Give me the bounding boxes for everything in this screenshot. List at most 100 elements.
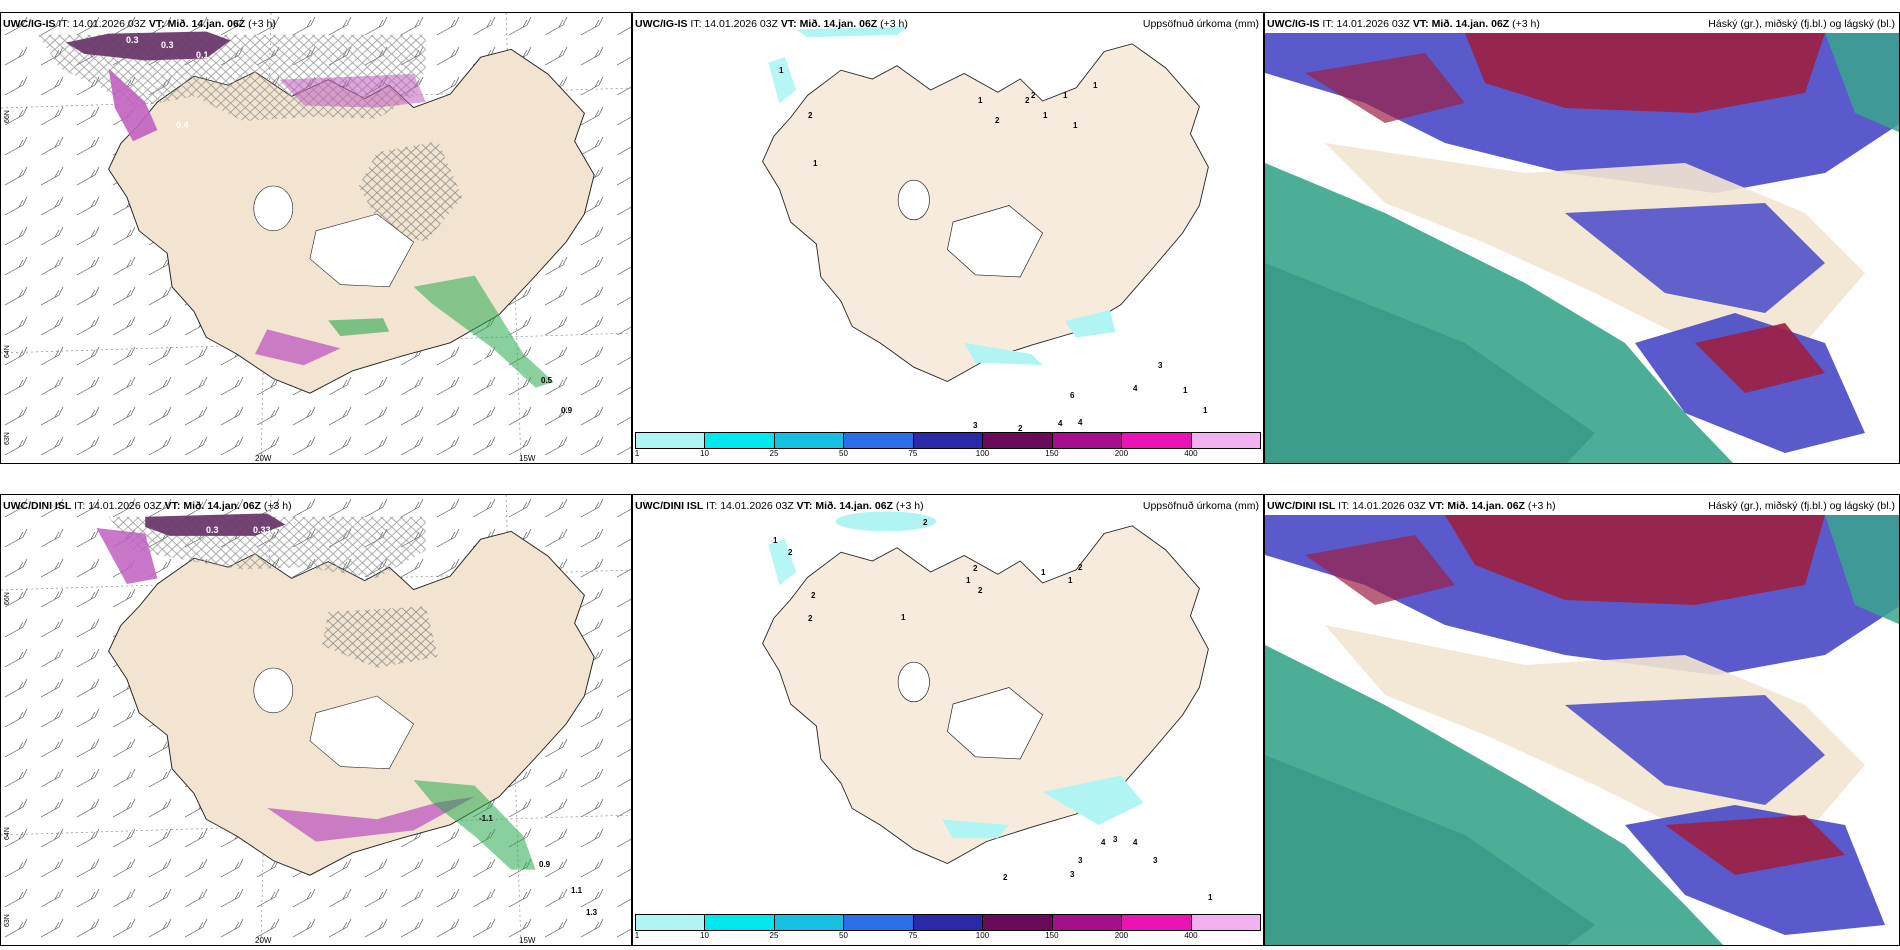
legend-swatch [1122, 433, 1192, 448]
value-label: -1.1 [479, 814, 493, 823]
value-label: 0.3 [126, 35, 139, 45]
legend-label: 25 [769, 931, 779, 940]
precip-value: 2 [808, 111, 813, 120]
wind-precip-map: 0.3 0.33 -1.1 0.9 1.1 1.3 0.5 [1, 495, 631, 945]
precip-value: 1 [966, 576, 971, 585]
precip-value: 1 [779, 66, 784, 75]
legend-bar [635, 914, 1261, 931]
value-label: 0.9 [539, 860, 551, 869]
legend-swatch [1052, 915, 1123, 930]
lon-tick: 15W [519, 454, 536, 463]
precip-map: 1 2 1 1 1 2 2 2 1 1 1 3 4 1 6 1 3 2 4 4 [762, 26, 1209, 433]
value-label: 0.33 [253, 525, 271, 535]
precip-value: 1 [1203, 406, 1208, 415]
precip-value: 6 [1070, 391, 1075, 400]
precip-value: 2 [1031, 91, 1036, 100]
legend-label: 10 [700, 449, 709, 458]
precip-value: 2 [788, 548, 793, 557]
precip-value: 3 [1158, 361, 1163, 370]
legend-label: 400 [1184, 449, 1198, 458]
precip-value: 2 [1078, 563, 1083, 572]
panel-header: UWC/IG-IS IT: 14.01.2026 03Z VT: Mið. 14… [3, 18, 276, 30]
legend-swatch [636, 433, 706, 448]
precip-value: 4 [1101, 838, 1106, 847]
value-label: 0.5 [441, 842, 454, 852]
precip-value: 1 [1093, 81, 1098, 90]
panel-clouds-row2: UWC/DINI ISL IT: 14.01.2026 03Z VT: Mið.… [1264, 494, 1900, 946]
precip-title: Uppsöfnuð úrkoma (mm) [1142, 500, 1259, 512]
precip-value: 2 [995, 116, 1000, 125]
precip-value: 4 [1133, 384, 1138, 393]
value-label: 1.1 [571, 886, 583, 895]
precip-value: 2 [1025, 96, 1030, 105]
precip-value: 2 [808, 614, 813, 623]
precip-value: 3 [1113, 835, 1118, 844]
value-label: 0.5 [541, 376, 553, 385]
legend-swatch [1052, 433, 1123, 448]
lat-tick: 63N [4, 914, 11, 927]
precip-value: 2 [811, 591, 816, 600]
precip-value: 2 [923, 518, 928, 527]
precip-value: 1 [1068, 576, 1073, 585]
precip-values: 1 2 1 1 1 2 2 2 1 1 1 3 4 1 6 1 3 2 4 4 [779, 66, 1208, 433]
legend-label: 200 [1114, 931, 1129, 940]
lat-tick: 66N [4, 592, 11, 605]
precip-value: 3 [1078, 856, 1083, 865]
legend-label: 1 [634, 449, 640, 458]
value-label: 1.3 [586, 908, 598, 917]
legend-label: 150 [1045, 931, 1059, 940]
legend-label: 75 [908, 449, 918, 458]
legend-swatch [705, 433, 775, 448]
cloud-map [1265, 515, 1899, 945]
legend-label: 50 [839, 931, 848, 940]
precip-title: Uppsöfnuð úrkoma (mm) [1142, 18, 1259, 30]
precip-value: 4 [1058, 419, 1063, 428]
legend-swatch [913, 433, 984, 448]
legend-label: 10 [700, 931, 709, 940]
wind-precip-map: 0.3 0.3 0.4 0.5 0.9 0.1 0.3 [1, 13, 631, 463]
panel-header: UWC/IG-IS IT: 14.01.2026 03Z VT: Mið. 14… [635, 18, 908, 30]
legend-swatch [774, 433, 845, 448]
precip-value: 1 [813, 159, 818, 168]
legend-swatch [1122, 915, 1192, 930]
precip-value: 1 [1063, 91, 1068, 100]
legend-swatch [913, 915, 984, 930]
lon-tick: 15W [519, 936, 536, 945]
precip-values: 2 1 2 2 2 2 1 2 1 1 1 2 4 3 4 3 3 3 2 1 [773, 518, 1213, 902]
panel-precip-row1: UWC/IG-IS IT: 14.01.2026 03Z VT: Mið. 14… [632, 12, 1264, 464]
lat-tick: 64N [4, 345, 11, 358]
lat-tick: 64N [4, 827, 11, 840]
panel-precip-row2: UWC/DINI ISL IT: 14.01.2026 03Z VT: Mið.… [632, 494, 1264, 946]
precip-value: 1 [1208, 893, 1213, 902]
panel-header: UWC/DINI ISL IT: 14.01.2026 03Z VT: Mið.… [3, 500, 292, 512]
panel-header: UWC/DINI ISL IT: 14.01.2026 03Z VT: Mið.… [1267, 500, 1556, 512]
precip-map: 2 1 2 2 2 2 1 2 1 1 1 2 4 3 4 3 3 3 2 1 [762, 511, 1213, 902]
lat-tick: 66N [4, 110, 11, 123]
lon-tick: 20W [255, 936, 272, 945]
precip-value: 1 [1041, 568, 1046, 577]
legend-swatch [636, 915, 706, 930]
precip-legend: 1 10 25 50 75 100 150 200 400 [635, 432, 1261, 459]
precip-value: 2 [1018, 424, 1023, 433]
precip-value: 1 [978, 96, 983, 105]
precip-value: 4 [1078, 418, 1083, 427]
precip-legend: 1 10 25 50 75 100 150 200 400 [635, 914, 1261, 941]
lat-tick: 63N [4, 432, 11, 445]
legend-label: 75 [908, 931, 918, 940]
value-label: 0.9 [561, 406, 573, 415]
legend-swatch [1191, 433, 1260, 448]
panel-clouds-row1: UWC/IG-IS IT: 14.01.2026 03Z VT: Mið. 14… [1264, 12, 1900, 464]
precip-value: 1 [773, 536, 778, 545]
precip-value: 3 [1070, 870, 1075, 879]
panel-header: UWC/IG-IS IT: 14.01.2026 03Z VT: Mið. 14… [1267, 18, 1540, 30]
legend-swatch [983, 915, 1053, 930]
legend-label: 100 [975, 931, 990, 940]
precip-value: 1 [1183, 386, 1188, 395]
precip-value: 2 [978, 586, 983, 595]
value-label: 0.1 [196, 50, 209, 60]
value-label: 0.3 [481, 357, 494, 367]
legend-swatch [1191, 915, 1260, 930]
precip-value: 1 [1073, 121, 1078, 130]
value-label: 0.3 [206, 525, 219, 535]
legend-label: 50 [839, 449, 848, 458]
